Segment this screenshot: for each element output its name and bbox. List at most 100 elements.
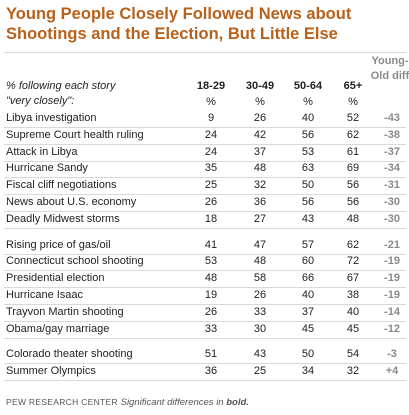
row-rule	[4, 363, 406, 365]
cell: 9	[207, 112, 215, 124]
cell: 57	[301, 238, 315, 251]
cell: 38	[346, 289, 360, 301]
diff-cell: -3	[387, 348, 397, 361]
cell: 48	[253, 162, 267, 175]
diff-cell: -19	[384, 255, 400, 268]
diff-cell: -37	[384, 145, 400, 158]
cell: 48	[253, 255, 267, 268]
cell: 56	[346, 196, 360, 208]
unit-label: %	[255, 96, 265, 108]
diff-cell: -14	[384, 305, 400, 318]
cell: 60	[301, 255, 315, 268]
row-rule	[4, 194, 406, 196]
cell: 24	[204, 145, 218, 158]
cell: 56	[301, 196, 315, 208]
diff-cell: -19	[384, 272, 400, 285]
cell: 37	[301, 305, 315, 318]
diff-cell: -12	[384, 322, 400, 335]
cell: 43	[301, 212, 315, 225]
cell: 62	[346, 128, 360, 141]
row-rule	[4, 227, 406, 229]
row-label: Obama/gay marriage	[6, 322, 110, 335]
cell: 19	[204, 289, 218, 301]
cell: 32	[253, 179, 267, 192]
row-rule	[4, 160, 406, 162]
note: Significant differences in	[120, 397, 224, 408]
cell: 26	[204, 305, 218, 318]
cell: 72	[346, 255, 360, 268]
column-header: 18-29	[196, 80, 226, 92]
row-rule	[4, 304, 406, 305]
row-label: Hurricane Isaac	[6, 289, 84, 301]
column-header: 65+	[343, 80, 363, 92]
row-rule	[4, 337, 406, 339]
cell: 53	[204, 255, 218, 268]
cell: 40	[301, 289, 315, 301]
cell: 35	[204, 162, 218, 175]
row-label: Rising price of gas/oil	[6, 238, 111, 251]
row-rule	[4, 253, 406, 255]
source: PEW RESEARCH CENTER	[6, 397, 118, 407]
cell: 26	[204, 196, 218, 208]
cell: 36	[204, 365, 218, 378]
cell: 63	[301, 162, 315, 175]
row-label: Colorado theater shooting	[6, 348, 133, 361]
cell: 56	[346, 179, 360, 192]
cell: 69	[346, 162, 360, 175]
cell: 32	[346, 365, 360, 378]
emphasis: bold.	[226, 397, 249, 408]
row-label: Attack in Libya	[6, 145, 78, 158]
diff-header: Old diff	[370, 70, 409, 82]
row-rule	[4, 177, 406, 179]
cell: 25	[253, 365, 267, 378]
cell: 42	[253, 128, 267, 141]
row-rule	[4, 211, 406, 212]
cell: 56	[301, 128, 315, 141]
row-rule	[4, 287, 406, 289]
row-rule	[4, 380, 406, 382]
cell: 62	[346, 238, 360, 251]
cell: 30	[253, 322, 267, 335]
stub-header: "very closely":	[6, 95, 75, 107]
cell: 58	[253, 272, 267, 285]
diff-cell: -21	[384, 238, 400, 251]
cell: 18	[204, 212, 218, 225]
row-label: Supreme Court health ruling	[6, 128, 144, 141]
cell: 26	[253, 289, 267, 301]
cell: 41	[204, 238, 218, 251]
row-label: Connecticut school shooting	[6, 255, 144, 268]
column-header: 30-49	[245, 80, 275, 92]
footer: PEW RESEARCH CENTER Significant differen…	[6, 397, 249, 408]
cell: 33	[253, 305, 267, 318]
rule	[4, 52, 406, 53]
cell: 48	[346, 212, 360, 225]
cell: 50	[301, 179, 315, 192]
diff-cell: -38	[384, 128, 400, 141]
cell: 45	[346, 322, 360, 335]
cell: 54	[346, 348, 360, 361]
cell: 47	[253, 238, 267, 251]
row-label: Summer Olympics	[6, 365, 96, 378]
diff-cell: +4	[385, 365, 399, 378]
cell: 34	[301, 365, 315, 378]
title: Young People Closely Followed News about…	[6, 5, 352, 43]
unit-label: %	[348, 96, 358, 108]
row-label: Fiscal cliff negotiations	[6, 179, 117, 192]
cell: 52	[346, 112, 360, 124]
row-rule	[4, 127, 406, 128]
cell: 43	[253, 348, 267, 361]
cell: 33	[204, 322, 218, 335]
column-header: 50-64	[293, 80, 323, 92]
cell: 36	[253, 196, 267, 208]
cell: 37	[253, 145, 267, 158]
diff-cell: -19	[384, 289, 400, 301]
diff-cell: -34	[384, 162, 400, 175]
cell: 48	[204, 272, 218, 285]
row-label: Libya investigation	[6, 112, 97, 124]
diff-cell: -43	[384, 112, 400, 124]
cell: 26	[253, 112, 267, 124]
unit-label: %	[206, 96, 216, 108]
row-label: Trayvon Martin shooting	[6, 305, 124, 318]
cell: 24	[204, 128, 218, 141]
